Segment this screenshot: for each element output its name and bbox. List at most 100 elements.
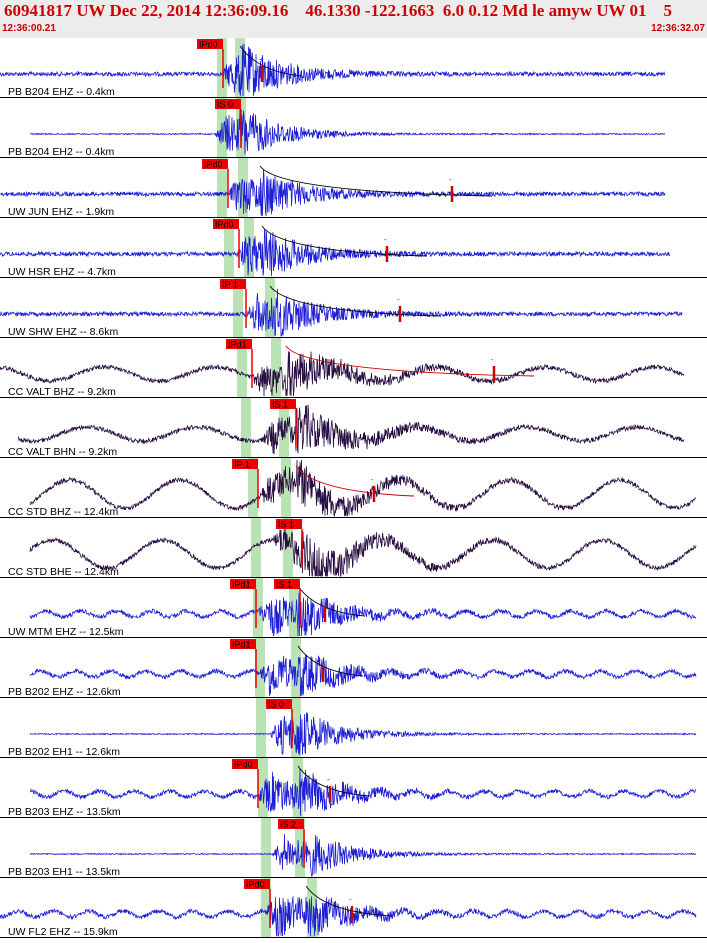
s-window	[265, 278, 275, 338]
coda-curve	[297, 765, 371, 797]
trace-row[interactable]: - IP 1 CC STD BHZ -- 12.4km	[0, 459, 707, 518]
seismogram-panel: + IPd0 PB B204 EHZ -- 0.4km IS 0 PB B204 EH2…	[0, 38, 707, 938]
p-window	[224, 218, 234, 278]
pick-label-box[interactable]	[244, 879, 270, 889]
coda-sign: -	[449, 175, 452, 184]
s-window	[289, 578, 299, 638]
traces-layer: + IPd0 PB B204 EHZ -- 0.4km IS 0 PB B204 EH2…	[0, 39, 707, 938]
pick-label-box[interactable]	[226, 339, 252, 349]
pick-label-box[interactable]	[232, 459, 258, 469]
phase-pick[interactable]: IS 2	[278, 819, 305, 868]
pick-label-text: IPd0	[204, 160, 223, 170]
trace-row[interactable]: - IP 1 UW SHW EHZ -- 8.6km	[0, 279, 707, 338]
phase-pick[interactable]: IPd0	[213, 219, 240, 268]
waveform-line	[29, 527, 697, 578]
pick-label-box[interactable]	[270, 399, 296, 409]
pick-label-box[interactable]	[215, 99, 241, 109]
waveform-line	[0, 169, 666, 217]
pick-label-box[interactable]	[278, 819, 304, 829]
phase-pick[interactable]: IPd1	[230, 639, 257, 688]
trace-label: CC VALT BHN -- 9.2km	[8, 446, 117, 458]
phase-pick[interactable]: IP 1	[232, 459, 259, 508]
waveform-line	[17, 404, 685, 455]
p-window	[256, 698, 266, 758]
event-title: 60941817 UW Dec 22, 2014 12:36:09.16 46.…	[4, 1, 672, 20]
trace-row[interactable]: IS 0 PB B202 EH1 -- 12.6km	[0, 699, 707, 758]
pick-label-box[interactable]	[266, 699, 292, 709]
coda-curve	[261, 225, 428, 257]
pick-label-text: IPd0	[215, 220, 234, 230]
pick-label-box[interactable]	[232, 759, 258, 769]
waveform-line	[0, 896, 697, 937]
s-window	[271, 338, 281, 398]
p-window	[241, 398, 251, 458]
pick-label-box[interactable]	[213, 219, 239, 229]
p-window	[251, 518, 261, 578]
trace-row[interactable]: - IPd1 PB B202 EHZ -- 12.6km	[0, 639, 707, 698]
trace-label: CC STD BHE -- 12.4km	[8, 566, 119, 578]
phase-pick[interactable]: IS 1	[276, 519, 303, 568]
waveform-line	[0, 351, 685, 397]
trace-label: UW HSR EHZ -- 4.7km	[8, 266, 116, 278]
trace-row[interactable]: IS 2 PB B203 EH1 -- 13.5km	[0, 819, 707, 878]
coda-sign: -	[349, 895, 352, 904]
s-window	[291, 638, 301, 698]
p-window	[233, 278, 243, 338]
coda-curve	[269, 285, 441, 317]
phase-pick[interactable]: IS 0	[215, 99, 242, 148]
phase-pick[interactable]: IPd0	[232, 759, 259, 808]
trace-label: PB B203 EHZ -- 13.5km	[8, 806, 121, 818]
trace-row[interactable]: IS 1 CC STD BHE -- 12.4km	[0, 519, 707, 578]
coda-sign: +	[259, 55, 264, 64]
pick-label-text: IPd0	[234, 760, 253, 770]
phase-pick[interactable]: IS 1	[270, 399, 297, 448]
s-window	[235, 38, 245, 98]
pick-label-box[interactable]	[220, 279, 246, 289]
trace-row[interactable]: - IPd0 UW JUN EHZ -- 1.9km	[0, 159, 707, 218]
waveform-line	[29, 592, 697, 637]
coda-sign: -	[491, 355, 494, 364]
coda-curve	[239, 45, 303, 77]
pick-label-text: IS 1	[278, 520, 294, 530]
phase-pick[interactable]: IPd0	[202, 159, 229, 208]
pick-label-box[interactable]	[274, 579, 300, 589]
waveform-line	[29, 654, 697, 697]
pick-label-box[interactable]	[202, 159, 228, 169]
p-window	[261, 818, 271, 878]
trace-row[interactable]: - IPd0 UW FL2 EHZ -- 15.9km	[0, 879, 707, 938]
trace-row[interactable]: IS 0 PB B204 EH2 -- 0.4km	[0, 99, 707, 158]
pick-label-text: IS 0	[268, 700, 284, 710]
pick-label-text: IPd1	[228, 340, 247, 350]
pick-label-box[interactable]	[230, 639, 256, 649]
trace-label: CC STD BHZ -- 12.4km	[8, 506, 119, 518]
trace-label: PB B202 EH1 -- 12.6km	[8, 746, 120, 758]
phase-pick[interactable]: IPd1	[226, 339, 253, 388]
p-window	[253, 578, 263, 638]
phase-pick[interactable]: IPd0	[197, 39, 224, 88]
phase-pick[interactable]: IPd0	[244, 879, 271, 928]
event-header: 60941817 UW Dec 22, 2014 12:36:09.16 46.…	[0, 0, 707, 38]
phase-pick[interactable]: IPd1	[230, 579, 257, 628]
trace-row[interactable]: - IPd0 PB B203 EHZ -- 13.5km	[0, 759, 707, 818]
trace-row[interactable]: - IPd0 UW HSR EHZ -- 4.7km	[0, 219, 707, 278]
waveform-line	[29, 769, 696, 816]
coda-curve	[285, 345, 535, 377]
p-window	[261, 878, 271, 938]
pick-label-text: IS 0	[217, 100, 233, 110]
trace-row[interactable]: + IPd0 PB B204 EHZ -- 0.4km	[0, 39, 707, 98]
trace-row[interactable]: - IPd1 CC VALT BHZ -- 9.2km	[0, 339, 707, 398]
coda-curve	[295, 465, 415, 497]
trace-label: UW SHW EHZ -- 8.6km	[8, 326, 118, 338]
pick-label-box[interactable]	[197, 39, 223, 49]
phase-pick[interactable]: IS 1	[274, 579, 301, 628]
coda-sign: -	[397, 295, 400, 304]
trace-row[interactable]: IS 1 CC VALT BHN -- 9.2km	[0, 399, 707, 458]
pick-label-box[interactable]	[276, 519, 302, 529]
phase-pick[interactable]: IS 0	[266, 699, 293, 748]
pick-label-box[interactable]	[230, 579, 256, 589]
s-window	[291, 698, 301, 758]
trace-label: PB B204 EHZ -- 0.4km	[8, 86, 115, 98]
trace-label: UW FL2 EHZ -- 15.9km	[8, 926, 118, 938]
phase-pick[interactable]: IP 1	[220, 279, 247, 328]
trace-row[interactable]: - IPd1 IS 1 UW MTM EHZ -- 12.5km	[0, 579, 707, 638]
